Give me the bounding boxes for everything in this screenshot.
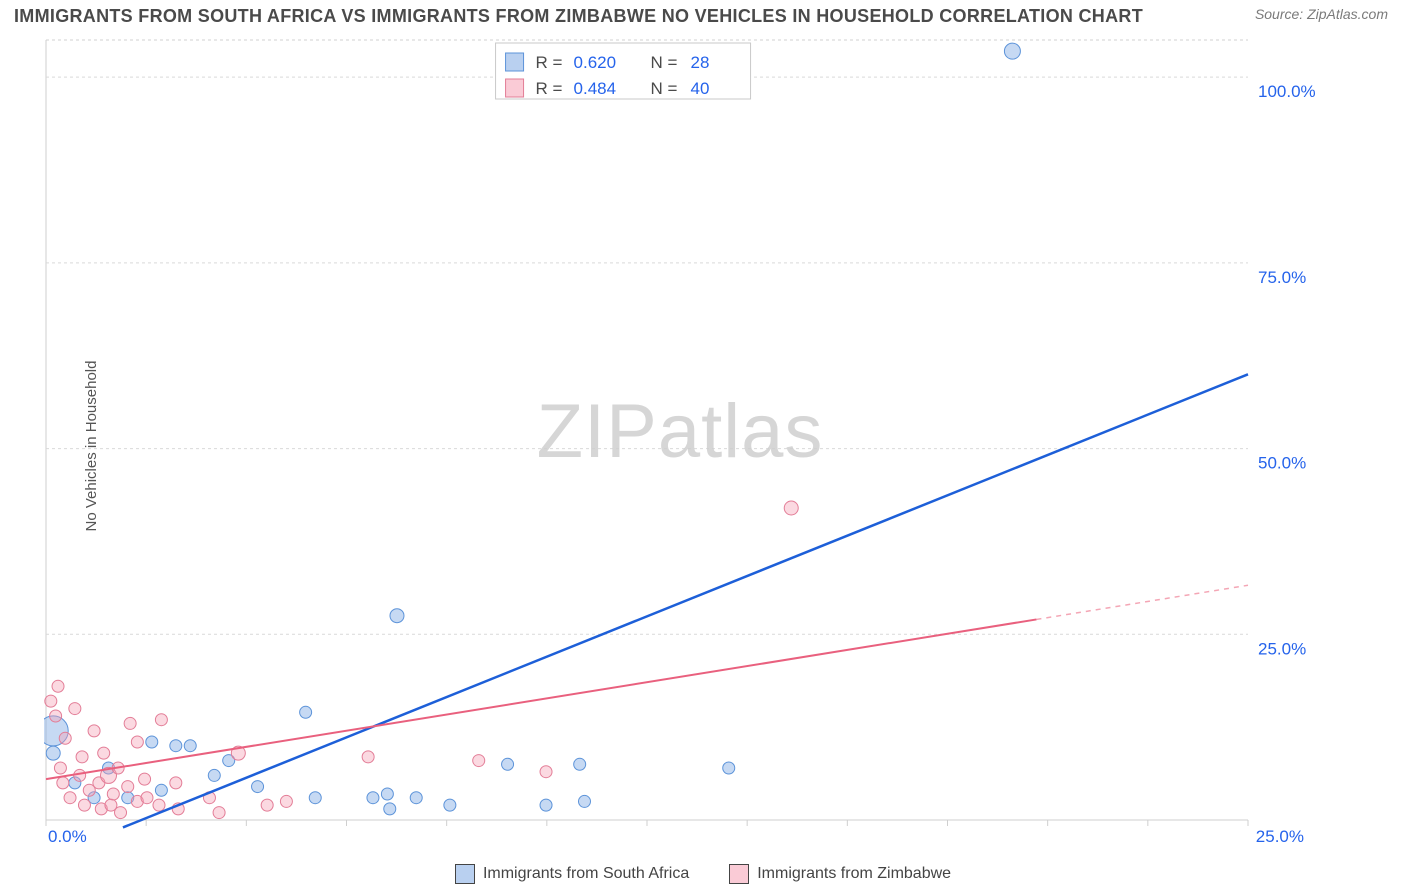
chart-title: IMMIGRANTS FROM SOUTH AFRICA VS IMMIGRAN… <box>14 6 1143 27</box>
legend-label-zimbabwe: Immigrants from Zimbabwe <box>757 865 951 883</box>
legend-swatch-south-africa <box>455 864 475 884</box>
legend-swatch-zimbabwe <box>729 864 749 884</box>
svg-text:0.484: 0.484 <box>574 79 617 98</box>
svg-text:28: 28 <box>691 53 710 72</box>
svg-text:25.0%: 25.0% <box>1256 827 1304 844</box>
legend-item-zimbabwe: Immigrants from Zimbabwe <box>729 864 951 884</box>
svg-text:N =: N = <box>651 53 678 72</box>
scatter-plot: 25.0% 50.0% 75.0% 100.0% 0.0% 25.0% ZIPatlas R … <box>44 38 1316 844</box>
bottom-legend: Immigrants from South Africa Immigrants … <box>0 864 1406 884</box>
chart-header: IMMIGRANTS FROM SOUTH AFRICA VS IMMIGRAN… <box>0 0 1406 27</box>
svg-text:0.620: 0.620 <box>574 53 617 72</box>
svg-text:R =: R = <box>536 53 563 72</box>
svg-text:75.0%: 75.0% <box>1258 268 1306 287</box>
svg-text:50.0%: 50.0% <box>1258 454 1306 473</box>
source-attribution: Source: ZipAtlas.com <box>1255 6 1388 22</box>
svg-text:100.0%: 100.0% <box>1258 82 1316 101</box>
svg-text:N =: N = <box>651 79 678 98</box>
chart-area: 25.0% 50.0% 75.0% 100.0% 0.0% 25.0% ZIPatlas R … <box>44 38 1316 844</box>
svg-text:0.0%: 0.0% <box>48 827 87 844</box>
svg-text:R =: R = <box>536 79 563 98</box>
svg-text:25.0%: 25.0% <box>1258 639 1306 658</box>
svg-text:40: 40 <box>691 79 710 98</box>
legend-item-south-africa: Immigrants from South Africa <box>455 864 689 884</box>
legend-label-south-africa: Immigrants from South Africa <box>483 865 689 883</box>
svg-text:ZIPatlas: ZIPatlas <box>537 389 824 474</box>
